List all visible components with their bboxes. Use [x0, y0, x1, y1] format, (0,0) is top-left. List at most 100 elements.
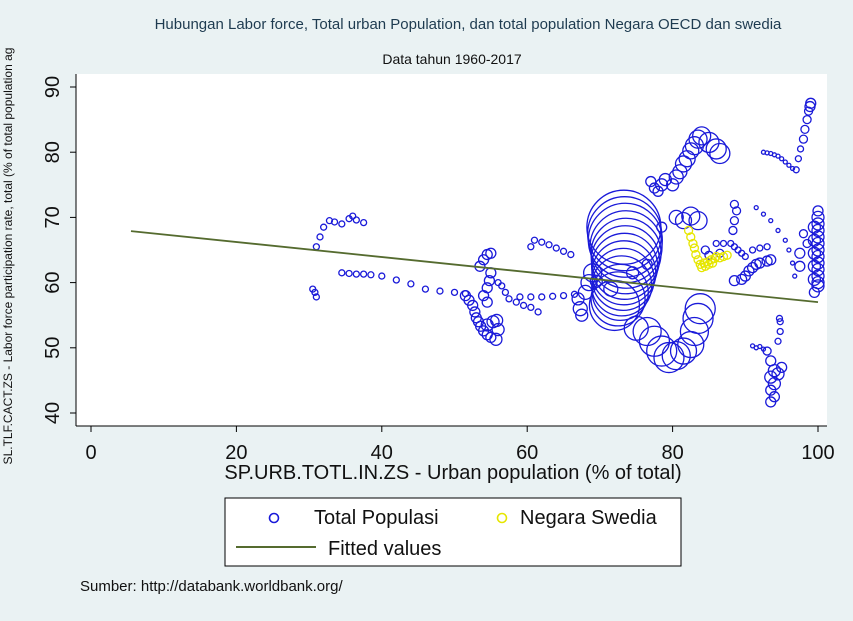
- total-populasi-point: [743, 265, 755, 277]
- total-populasi-point: [688, 211, 708, 231]
- total-populasi-point: [811, 256, 825, 270]
- y-tick-label: 80: [42, 141, 64, 163]
- total-populasi-point: [491, 322, 505, 337]
- total-populasi-point: [319, 223, 328, 231]
- total-populasi-point: [519, 301, 528, 310]
- x-tick-label: 60: [516, 442, 538, 464]
- x-tick-label: 80: [661, 442, 683, 464]
- total-populasi-point: [559, 291, 568, 300]
- source-note: Sumber: http://databank.worldbank.org/: [80, 578, 343, 595]
- total-populasi-point: [792, 166, 800, 174]
- total-populasi-point: [352, 270, 361, 278]
- total-populasi-point: [512, 298, 520, 306]
- negara-swedia-point: [686, 232, 696, 242]
- total-populasi-point: [674, 212, 693, 230]
- negara-swedia-point: [710, 253, 720, 264]
- total-populasi-point: [811, 210, 825, 225]
- total-populasi-point: [807, 246, 822, 260]
- y-tick-label: 70: [42, 206, 64, 228]
- total-populasi-point: [812, 205, 824, 217]
- legend-box: [224, 497, 682, 567]
- total-populasi-point: [483, 274, 496, 287]
- y-tick-label: 50: [42, 337, 64, 359]
- total-populasi-point: [421, 285, 430, 293]
- total-populasi-point: [489, 332, 503, 346]
- total-populasi-point: [645, 175, 657, 188]
- total-populasi-point: [392, 276, 400, 284]
- total-populasi-point: [807, 259, 822, 273]
- total-populasi-point: [407, 280, 415, 288]
- total-populasi-point: [684, 293, 716, 325]
- total-populasi-point: [768, 218, 774, 224]
- total-populasi-point: [729, 216, 740, 226]
- total-populasi-point: [807, 233, 822, 247]
- total-populasi-point: [501, 288, 510, 297]
- total-populasi-point: [764, 370, 778, 384]
- total-populasi-point: [805, 97, 817, 109]
- total-populasi-point: [378, 272, 386, 280]
- total-populasi-point: [674, 155, 693, 173]
- data-layer: [130, 97, 825, 408]
- total-populasi-point: [756, 244, 764, 252]
- x-tick-label: 20: [225, 442, 247, 464]
- total-populasi-point: [775, 153, 781, 159]
- total-populasi-point: [436, 287, 444, 295]
- total-populasi-point: [782, 237, 788, 243]
- ticks-layer: 0 20 40 60 80 100 40 50 60 70 80 90: [42, 76, 835, 464]
- total-populasi-point: [450, 288, 459, 297]
- plot-region: [76, 74, 827, 426]
- negara-swedia-point: [683, 225, 694, 236]
- total-populasi-point: [811, 279, 825, 293]
- total-populasi-point: [359, 270, 368, 278]
- chart-title: Hubungan Labor force, Total urban Popula…: [155, 16, 782, 33]
- total-populasi-point: [765, 384, 777, 396]
- total-populasi-point: [811, 243, 825, 257]
- total-populasi-point: [679, 316, 710, 347]
- total-populasi-point: [798, 229, 809, 239]
- negara-swedia-point: [691, 249, 701, 260]
- x-axis-label: SP.URB.TOTL.IN.ZS - Urban population (% …: [224, 462, 681, 484]
- total-populasi-point: [811, 223, 825, 238]
- chart-subtitle: Data tahun 1960-2017: [382, 51, 522, 67]
- total-populasi-point: [575, 308, 589, 322]
- total-populasi-point: [590, 271, 646, 327]
- total-populasi-point: [567, 250, 575, 259]
- total-populasi-point: [775, 227, 781, 234]
- total-populasi-point: [572, 301, 588, 317]
- total-populasi-point: [469, 306, 481, 318]
- total-populasi-point: [776, 361, 788, 374]
- legend-marker-total: [268, 512, 280, 524]
- total-populasi-point: [338, 220, 346, 228]
- total-populasi-point: [359, 218, 368, 227]
- total-populasi-point: [603, 281, 619, 297]
- total-populasi-point: [516, 293, 524, 301]
- total-populasi-point: [467, 299, 479, 312]
- total-populasi-point: [530, 236, 539, 244]
- total-populasi-point: [789, 260, 796, 266]
- total-populasi-point: [765, 396, 777, 408]
- total-populasi-point: [728, 225, 738, 236]
- total-populasi-point: [736, 273, 748, 285]
- total-populasi-point: [490, 313, 504, 328]
- total-populasi-point: [527, 293, 535, 301]
- total-populasi-point: [349, 212, 357, 220]
- total-populasi-point: [688, 129, 708, 149]
- total-populasi-point: [786, 162, 792, 168]
- total-populasi-point: [760, 211, 767, 217]
- negara-swedia-point: [689, 243, 700, 253]
- total-populasi-point: [786, 247, 792, 253]
- total-populasi-point: [345, 269, 353, 278]
- legend-marker-sweden: [496, 512, 508, 524]
- legend: Total Populasi Negara Swedia Fitted valu…: [224, 497, 682, 567]
- total-populasi-point: [757, 343, 763, 350]
- legend-label-fit: Fitted values: [328, 538, 441, 560]
- total-populasi-point: [505, 295, 513, 303]
- total-populasi-point: [698, 131, 720, 154]
- total-populasi-point: [753, 204, 759, 211]
- total-populasi-point: [748, 246, 757, 254]
- legend-label-total: Total Populasi: [314, 507, 439, 529]
- total-populasi-point: [652, 185, 664, 197]
- negara-swedia-point: [722, 250, 732, 260]
- total-populasi-point: [741, 252, 749, 261]
